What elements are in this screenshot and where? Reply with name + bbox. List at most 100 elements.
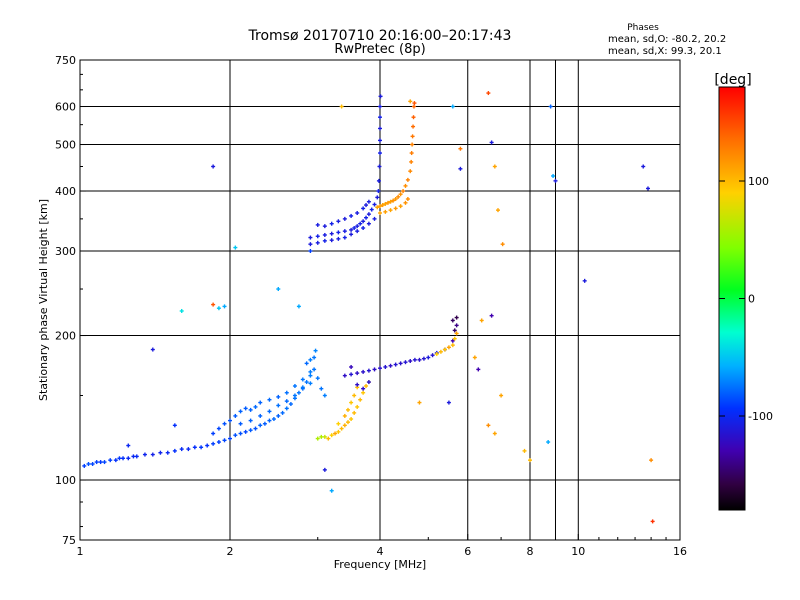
data-point [452, 336, 457, 341]
data-point [113, 458, 118, 463]
data-point [329, 231, 334, 236]
data-point [304, 361, 309, 366]
y-tick-label: 300 [55, 245, 76, 258]
data-point [421, 356, 426, 361]
data-point [315, 234, 320, 239]
data-point [238, 409, 243, 414]
chart-subtitle: RwPretec (8p) [334, 42, 425, 57]
data-point [292, 383, 297, 388]
data-point [121, 456, 126, 461]
x-tick-label: 8 [527, 545, 534, 558]
data-point [372, 367, 377, 372]
data-point [329, 238, 334, 243]
data-point [650, 519, 655, 524]
data-point [216, 426, 221, 431]
data-point [308, 242, 313, 247]
data-point [378, 211, 382, 216]
data-point [546, 440, 551, 445]
data-point [276, 413, 281, 418]
data-point [308, 249, 313, 254]
data-point [238, 431, 243, 436]
data-point [410, 142, 415, 147]
data-point [336, 219, 341, 224]
data-point [385, 200, 390, 205]
data-point [186, 447, 191, 452]
data-point [150, 347, 155, 352]
colorbar-tick-label: -100 [748, 410, 773, 423]
data-point [131, 454, 136, 459]
data-point [398, 192, 403, 197]
data-point [248, 418, 253, 423]
data-point [380, 203, 385, 208]
data-point [243, 406, 248, 411]
data-point [409, 159, 414, 164]
x-tick-label: 4 [377, 545, 384, 558]
data-point [267, 397, 272, 402]
data-point [319, 434, 324, 439]
data-point [349, 213, 354, 218]
data-point [492, 164, 497, 169]
data-point [378, 104, 382, 109]
data-points [82, 91, 655, 524]
data-point [378, 366, 382, 371]
data-point [308, 373, 313, 378]
data-point [222, 438, 227, 443]
data-point [355, 229, 360, 234]
data-point [489, 140, 494, 145]
data-point [458, 146, 463, 151]
data-point [222, 421, 227, 426]
data-point [248, 428, 253, 433]
data-point [90, 461, 95, 466]
data-point [403, 183, 408, 188]
data-point [205, 443, 210, 448]
data-point [329, 221, 334, 226]
y-tick-label: 500 [55, 139, 76, 152]
data-point [150, 452, 155, 457]
data-point [417, 357, 422, 362]
data-point [393, 362, 398, 367]
data-point [315, 436, 320, 441]
data-point [378, 126, 382, 131]
data-point [358, 221, 363, 226]
data-point [355, 211, 360, 216]
data-point [649, 458, 654, 463]
data-point [322, 467, 327, 472]
data-point [336, 236, 341, 241]
data-point [315, 240, 320, 245]
data-point [486, 423, 491, 428]
data-point [349, 400, 354, 405]
data-point [476, 367, 481, 372]
data-point [372, 202, 377, 207]
data-point [172, 448, 177, 453]
data-point [377, 164, 382, 169]
data-point [411, 104, 416, 109]
data-point [322, 434, 327, 439]
data-point [126, 456, 131, 461]
data-point [495, 208, 500, 213]
data-point [355, 404, 360, 409]
data-point [403, 360, 408, 365]
data-point [361, 226, 366, 231]
data-point [641, 164, 646, 169]
data-point [361, 369, 366, 374]
data-point [179, 447, 184, 452]
data-point [366, 380, 371, 385]
data-point [342, 216, 347, 221]
data-point [253, 426, 258, 431]
data-point [258, 400, 263, 405]
data-point [486, 91, 491, 96]
data-point [280, 410, 285, 415]
data-point [408, 99, 413, 104]
x-axis-label: Frequency [MHz] [334, 558, 426, 571]
data-point [329, 488, 334, 493]
data-point [364, 383, 369, 388]
data-point [308, 381, 313, 386]
data-point [366, 199, 371, 204]
data-point [454, 315, 459, 320]
data-point [300, 386, 305, 391]
data-point [366, 221, 371, 226]
data-point [452, 328, 457, 333]
data-point [315, 222, 320, 227]
y-axis: 75 100 200 300 400 500 600 750 [55, 54, 86, 547]
data-point [412, 101, 417, 106]
